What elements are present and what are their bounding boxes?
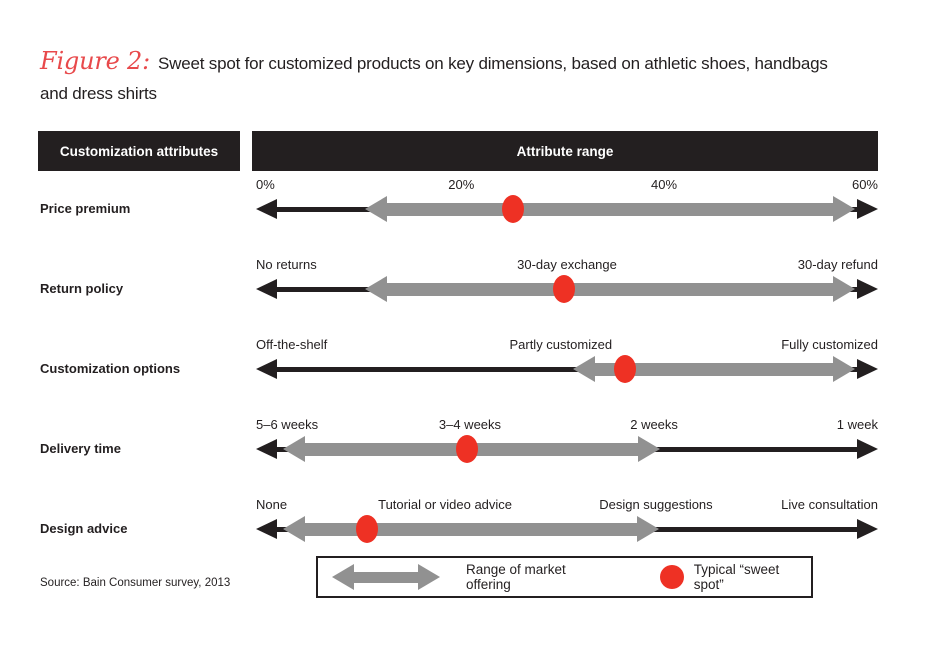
attribute-axis: 0% 20% 40% 60% <box>256 175 878 247</box>
black-arrowhead-right <box>857 359 878 379</box>
legend-sweet-spot-label: Typical “sweet spot” <box>693 562 780 592</box>
row-price-premium: Price premium 0% 20% 40% 60% <box>0 175 950 247</box>
market-range-arrow <box>364 276 855 302</box>
tick-label: 3–4 weeks <box>438 417 502 432</box>
gray-arrowhead-right <box>832 196 855 222</box>
black-arrowhead-right <box>857 439 878 459</box>
axis-tick-labels: Off-the-shelf Partly customized Fully cust… <box>256 337 878 353</box>
row-customization-options: Customization options Off-the-shelf Partl… <box>0 335 950 407</box>
column-header-label: Attribute range <box>516 143 614 159</box>
market-range-arrow <box>364 196 855 222</box>
black-arrowhead-left <box>256 519 277 539</box>
attribute-axis: None Tutorial or video advice Design sugge… <box>256 495 878 567</box>
black-arrowhead-right <box>857 519 878 539</box>
legend-range-arrow-icon <box>332 564 440 590</box>
legend-sweet-spot-icon <box>659 565 684 589</box>
figure-number-label: Figure 2: <box>40 47 151 75</box>
black-arrowhead-left <box>256 279 277 299</box>
market-range-arrow <box>573 356 855 382</box>
gray-range-line <box>383 282 836 296</box>
tick-label: 2 weeks <box>630 417 678 432</box>
gray-range-line <box>301 522 641 536</box>
figure-title-line1: Sweet spot for customized products on ke… <box>158 54 828 73</box>
black-arrowhead-left <box>256 359 277 379</box>
tick-label: Off-the-shelf <box>256 337 328 352</box>
axis-tick-labels: 5–6 weeks 3–4 weeks 2 weeks 1 week <box>256 417 878 433</box>
gray-arrowhead-right <box>832 356 855 382</box>
source-note: Source: Bain Consumer survey, 2013 <box>40 577 231 589</box>
attribute-axis: No returns 30-day exchange 30-day refund <box>256 255 878 327</box>
black-arrowhead-right <box>857 279 878 299</box>
gray-arrowhead-left <box>282 436 305 462</box>
sweet-spot-dot <box>456 435 479 463</box>
tick-label: 30-day exchange <box>517 257 617 272</box>
gray-arrowhead-right <box>638 436 661 462</box>
row-design-advice: Design advice None Tutorial or video advi… <box>0 495 950 567</box>
black-axis-line <box>274 366 860 372</box>
figure-title: Figure 2: Sweet spot for customized produ… <box>40 46 920 109</box>
tick-label: 30-day refund <box>797 257 878 272</box>
column-header-customization-attributes: Customization attributes <box>38 131 240 171</box>
attribute-label: Return policy <box>40 281 124 296</box>
gray-arrowhead-left <box>282 516 305 542</box>
column-header-label: Customization attributes <box>59 143 219 159</box>
figure-title-line2: and dress shirts <box>40 84 157 103</box>
row-delivery-time: Delivery time 5–6 weeks 3–4 weeks 2 weeks 1… <box>0 415 950 487</box>
gray-arrowhead-left <box>364 196 387 222</box>
attribute-label: Customization options <box>40 361 181 376</box>
gray-arrowhead-left <box>364 276 387 302</box>
sweet-spot-dot <box>613 355 636 383</box>
gray-arrowhead-right <box>418 564 440 590</box>
tick-label: Fully customized <box>781 337 878 352</box>
tick-label: No returns <box>256 257 317 272</box>
black-arrowhead-right <box>857 199 878 219</box>
tick-label: 1 week <box>836 417 878 432</box>
axis-tick-labels: 0% 20% 40% 60% <box>256 177 878 193</box>
attribute-label: Delivery time <box>40 441 121 456</box>
market-range-arrow <box>282 516 660 542</box>
attribute-axis: 5–6 weeks 3–4 weeks 2 weeks 1 week <box>256 415 878 487</box>
sweet-spot-dot <box>552 275 575 303</box>
gray-arrowhead-left <box>573 356 596 382</box>
attribute-axis: Off-the-shelf Partly customized Fully cust… <box>256 335 878 407</box>
sweet-spot-dot <box>355 515 378 543</box>
legend-range-label: Range of market offering <box>466 562 566 592</box>
row-return-policy: Return policy No returns 30-day exchange 3… <box>0 255 950 327</box>
tick-label: Partly customized <box>509 337 613 352</box>
tick-label: Design suggestions <box>599 497 713 512</box>
gray-range-line <box>351 571 421 583</box>
attribute-label: Price premium <box>40 201 131 216</box>
tick-label: 20% <box>448 177 475 192</box>
tick-label: Live consultation <box>781 497 878 512</box>
gray-range-line <box>592 362 836 376</box>
axis-tick-labels: None Tutorial or video advice Design sugge… <box>256 497 878 513</box>
tick-label: Tutorial or video advice <box>378 497 513 512</box>
tick-label: 40% <box>651 177 678 192</box>
gray-arrowhead-right <box>832 276 855 302</box>
black-arrowhead-left <box>256 199 277 219</box>
gray-arrowhead-left <box>332 564 354 590</box>
attribute-label: Design advice <box>40 521 128 536</box>
tick-label: 60% <box>851 177 878 192</box>
tick-label: 0% <box>256 177 275 192</box>
axis-tick-labels: No returns 30-day exchange 30-day refund <box>256 257 878 273</box>
gray-arrowhead-right <box>637 516 660 542</box>
black-arrowhead-left <box>256 439 277 459</box>
sweet-spot-dot <box>501 195 524 223</box>
legend-box: Range of market offering Typical “sweet … <box>316 556 813 598</box>
column-header-attribute-range: Attribute range <box>252 131 878 171</box>
tick-label: 5–6 weeks <box>256 417 319 432</box>
tick-label: None <box>256 497 288 512</box>
gray-range-line <box>383 202 836 216</box>
